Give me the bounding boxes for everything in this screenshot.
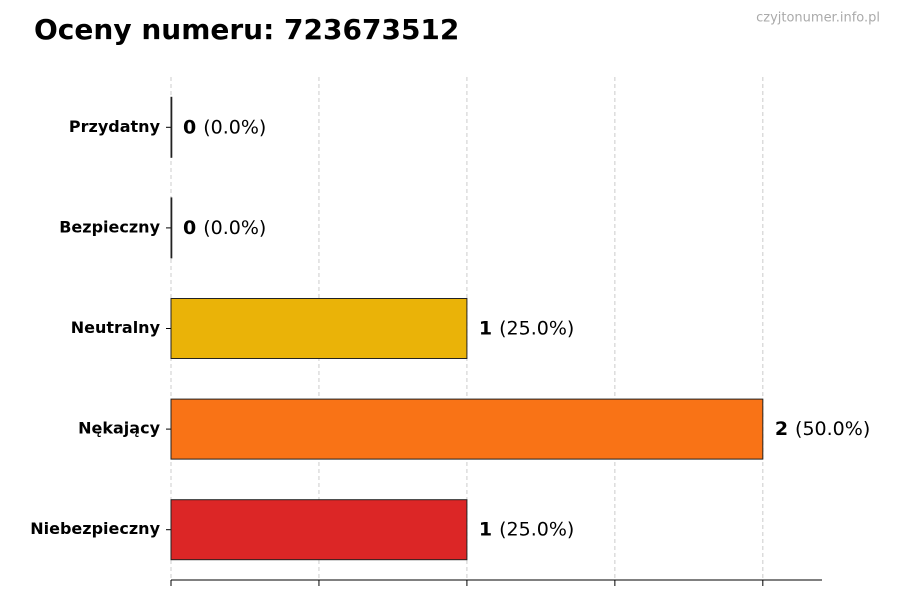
value-share: (50.0%): [795, 418, 870, 440]
y-tick-label: Przydatny: [69, 117, 161, 136]
value-label: 2 (50.0%): [775, 418, 870, 440]
y-tick-label: Bezpieczny: [59, 217, 160, 236]
value-share: (0.0%): [203, 116, 266, 138]
bar: [170, 398, 764, 460]
value-count: 0: [183, 216, 196, 238]
bar: [170, 96, 173, 158]
y-tick-label: Nękający: [78, 419, 160, 438]
watermark: czyjtonumer.info.pl: [756, 11, 880, 26]
value-label: 0 (0.0%): [183, 216, 266, 238]
value-label: 1 (25.0%): [479, 317, 574, 339]
value-share: (25.0%): [499, 518, 574, 540]
value-count: 1: [479, 317, 492, 339]
value-label: 0 (0.0%): [183, 116, 266, 138]
y-tick-label: Neutralny: [71, 318, 161, 337]
bar: [170, 197, 173, 259]
value-count: 2: [775, 418, 788, 440]
bar: [170, 298, 468, 359]
value-share: (25.0%): [499, 317, 574, 339]
bar: [170, 499, 468, 561]
value-share: (0.0%): [203, 216, 266, 238]
value-count: 1: [479, 518, 492, 540]
value-count: 0: [183, 116, 196, 138]
y-tick-label: Niebezpieczny: [30, 519, 160, 538]
chart-title: Oceny numeru: 723673512: [34, 13, 459, 46]
value-label: 1 (25.0%): [479, 518, 574, 540]
